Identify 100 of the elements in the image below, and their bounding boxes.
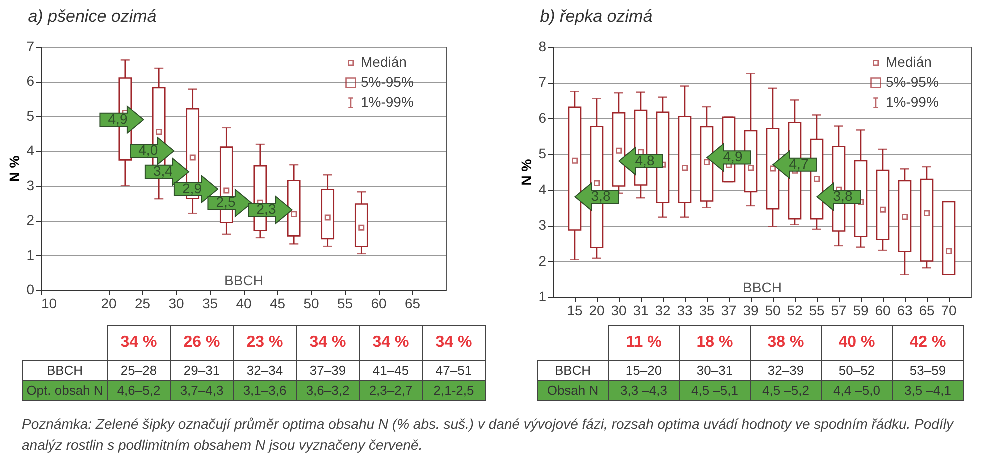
annotation: 4,9	[723, 148, 743, 165]
text: 18 %	[680, 326, 750, 360]
x-tick-label: 55	[809, 302, 825, 318]
text: 11 %	[608, 326, 680, 360]
y-tick-label: 2	[538, 252, 547, 269]
x-tick-label: 10	[42, 296, 58, 312]
y-tick-label: 7	[538, 74, 547, 90]
text: 2,3–2,7	[360, 380, 422, 400]
text: 4,6–5,2	[108, 380, 170, 400]
text: 38 %	[750, 326, 822, 360]
text: 42 %	[892, 326, 964, 360]
text: 3,1–3,6	[234, 380, 296, 400]
x-tick-label: 32	[655, 302, 671, 318]
text: 40 %	[822, 326, 892, 360]
text: 4,5 –5,2	[750, 380, 822, 400]
x-tick-label: 60	[875, 302, 891, 318]
text: 34 %	[422, 326, 486, 360]
x-axis-title: BBCH	[224, 272, 264, 288]
y-tick-label: 1	[538, 288, 547, 304]
x-tick-label: 63	[897, 302, 913, 318]
annotation: 4,7	[789, 156, 809, 172]
x-tick-label: 30	[611, 302, 627, 318]
x-tick-label: 37	[721, 302, 737, 318]
annotation: 1%-99%	[361, 94, 414, 110]
x-tick-label: 30	[168, 296, 184, 312]
text: 23 %	[234, 326, 296, 360]
x-tick-label: 40	[236, 296, 252, 312]
text: 29–31	[170, 360, 234, 380]
annotation: 1%-99%	[886, 94, 939, 110]
x-tick-label: 59	[853, 302, 869, 318]
x-tick-label: 45	[270, 296, 286, 312]
x-tick-label: 15	[567, 302, 583, 318]
annotation: 2,5	[216, 194, 236, 210]
x-tick-label: 65	[404, 296, 421, 312]
y-tick-label: 4	[26, 142, 35, 159]
annotation: 2,3	[256, 201, 276, 218]
annotation: 3,8	[833, 188, 853, 204]
annotation: 5%-95%	[886, 74, 939, 90]
chart-title: a) pšenice ozimá	[28, 7, 157, 26]
x-tick-label: 50	[304, 296, 320, 312]
y-tick-label: 7	[26, 38, 35, 54]
x-tick-label: 33	[677, 302, 693, 318]
x-tick-label: 70	[941, 302, 957, 318]
annotation: 5%-95%	[361, 74, 414, 90]
x-tick-label: 55	[337, 296, 354, 312]
chart-title: b) řepka ozimá	[540, 7, 653, 26]
text: 50–52	[822, 360, 892, 380]
y-tick-label: 5	[538, 146, 547, 162]
x-tick-label: 60	[371, 296, 387, 312]
annotation: 3,8	[591, 188, 611, 204]
annotation: Medián	[886, 54, 932, 70]
text: 3,7–4,3	[170, 380, 234, 400]
y-axis-title: N %	[6, 155, 23, 182]
y-tick-label: 3	[26, 177, 35, 194]
text: 2,1-2,5	[422, 380, 486, 400]
annotation: 4,8	[635, 152, 655, 168]
text: BBCH	[538, 360, 608, 380]
text: 34 %	[296, 326, 360, 360]
y-axis-title: N %	[518, 158, 535, 186]
text: 34 %	[108, 326, 170, 360]
text: 3,5 –4,1	[892, 380, 964, 400]
y-tick-label: 6	[26, 73, 35, 90]
text: 53–59	[892, 360, 964, 380]
annotation: 4,0	[138, 142, 158, 158]
x-tick-label: 31	[633, 302, 649, 318]
text: 47–51	[422, 360, 486, 380]
text: 37–39	[296, 360, 360, 380]
x-tick-label: 52	[787, 302, 803, 318]
y-tick-label: 4	[538, 181, 547, 198]
annotation: 4,9	[108, 110, 128, 127]
y-tick-label: 2	[26, 212, 35, 228]
x-tick-label: 25	[134, 296, 151, 312]
text: 4,5 –5,1	[680, 380, 750, 400]
y-tick-label: 5	[26, 108, 35, 124]
annotation: 3,4	[153, 162, 174, 179]
text: Poznámka: Zelené šipky označují průměr optima obsahu N (% abs. suš.) v dané vývojové fázi, rozsah optima uvádí hodnoty ve spodním řádku. Podíly analýz rostlin s podlimitním obsahem N jsou vyznačeny červeně.	[22, 415, 955, 455]
annotation: 2,9	[182, 180, 202, 196]
x-tick-label: 65	[919, 302, 935, 318]
text: 30–31	[680, 360, 750, 380]
x-tick-label: 50	[765, 302, 781, 318]
text: 15–20	[608, 360, 680, 380]
text: 34 %	[360, 326, 422, 360]
text: BBCH	[22, 360, 108, 380]
y-tick-label: 6	[538, 110, 547, 126]
text: 3,6–3,2	[296, 380, 360, 400]
x-tick-label: 20	[101, 296, 117, 312]
annotation: Medián	[361, 54, 407, 70]
y-tick-label: 3	[538, 217, 547, 234]
text: 3,3 –4,3	[608, 380, 680, 400]
text: 32–39	[750, 360, 822, 380]
x-tick-label: 35	[202, 296, 218, 312]
x-tick-label: 39	[743, 302, 759, 318]
y-tick-label: 1	[26, 246, 35, 263]
y-tick-label: 8	[538, 38, 547, 54]
text: 25–28	[108, 360, 170, 380]
text: 4,4 –5,0	[822, 380, 892, 400]
text: 32–34	[234, 360, 296, 380]
x-tick-label: 20	[589, 302, 605, 318]
y-tick-label: 0	[26, 282, 35, 298]
text: Opt. obsah N	[22, 380, 108, 400]
